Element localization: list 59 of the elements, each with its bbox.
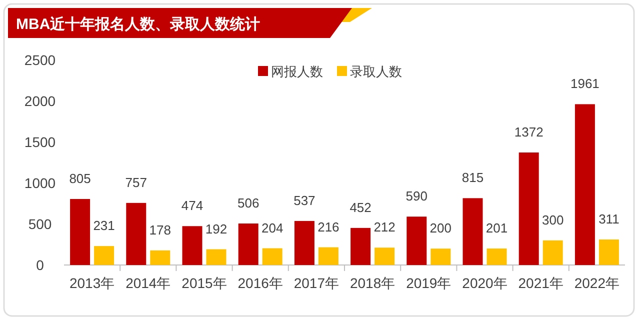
- x-tick-label: 2021年: [518, 275, 564, 291]
- bar: [238, 224, 258, 265]
- bar: [430, 248, 451, 265]
- data-label: 452: [350, 200, 372, 215]
- bar: [542, 240, 563, 265]
- y-tick-label: 1500: [24, 134, 56, 150]
- data-label: 757: [125, 174, 147, 190]
- data-label: 815: [462, 170, 484, 186]
- data-label: 311: [598, 212, 620, 226]
- data-label: 200: [430, 220, 452, 236]
- data-label: 506: [238, 196, 260, 211]
- data-label: 537: [294, 192, 316, 208]
- data-label: 1961: [570, 76, 600, 92]
- data-label: 212: [374, 220, 396, 235]
- bar: [150, 250, 170, 265]
- bar: [486, 248, 507, 265]
- data-label: 204: [262, 220, 284, 236]
- y-tick-label: 500: [28, 216, 52, 232]
- data-label: 1372: [514, 124, 544, 140]
- data-label: 474: [181, 198, 204, 214]
- bar: [294, 220, 314, 265]
- bar: [598, 240, 619, 265]
- data-label: 201: [486, 220, 508, 236]
- bar: [126, 202, 146, 265]
- data-label: 805: [69, 170, 91, 186]
- bar: [350, 228, 371, 265]
- bar: [518, 152, 539, 265]
- x-tick-label: 2015年: [182, 275, 227, 291]
- data-label: 178: [149, 222, 171, 238]
- bar: [318, 247, 338, 265]
- bar: [462, 198, 483, 265]
- y-tick-label: 0: [36, 257, 44, 273]
- bar: [70, 198, 90, 265]
- x-tick-label: 2014年: [126, 275, 171, 291]
- y-tick-label: 2000: [24, 93, 56, 109]
- bar: [574, 104, 595, 265]
- legend-label: 网报人数: [271, 64, 323, 79]
- x-tick-label: 2018年: [350, 275, 396, 291]
- bar: [206, 249, 226, 265]
- bar: [406, 216, 427, 265]
- x-tick-label: 2019年: [406, 275, 452, 291]
- data-label: 216: [318, 219, 340, 234]
- bar: [94, 246, 114, 265]
- data-label: 300: [542, 212, 564, 228]
- data-label: 192: [205, 221, 228, 236]
- x-tick-label: 2017年: [294, 275, 340, 291]
- x-tick-label: 2020年: [462, 275, 508, 291]
- y-tick-label: 1000: [24, 175, 56, 191]
- bar: [374, 248, 395, 265]
- x-tick-label: 2022年: [574, 275, 620, 291]
- data-label: 590: [406, 188, 428, 204]
- bar: [182, 226, 202, 265]
- data-label: 231: [93, 218, 115, 234]
- chart-title: MBA近十年报名人数、录取人数统计: [16, 16, 260, 33]
- y-tick-label: 2500: [24, 52, 56, 68]
- x-tick-label: 2016年: [238, 275, 283, 291]
- bar: [262, 248, 282, 265]
- legend-label: 录取人数: [350, 64, 402, 79]
- x-tick-label: 2013年: [69, 275, 115, 291]
